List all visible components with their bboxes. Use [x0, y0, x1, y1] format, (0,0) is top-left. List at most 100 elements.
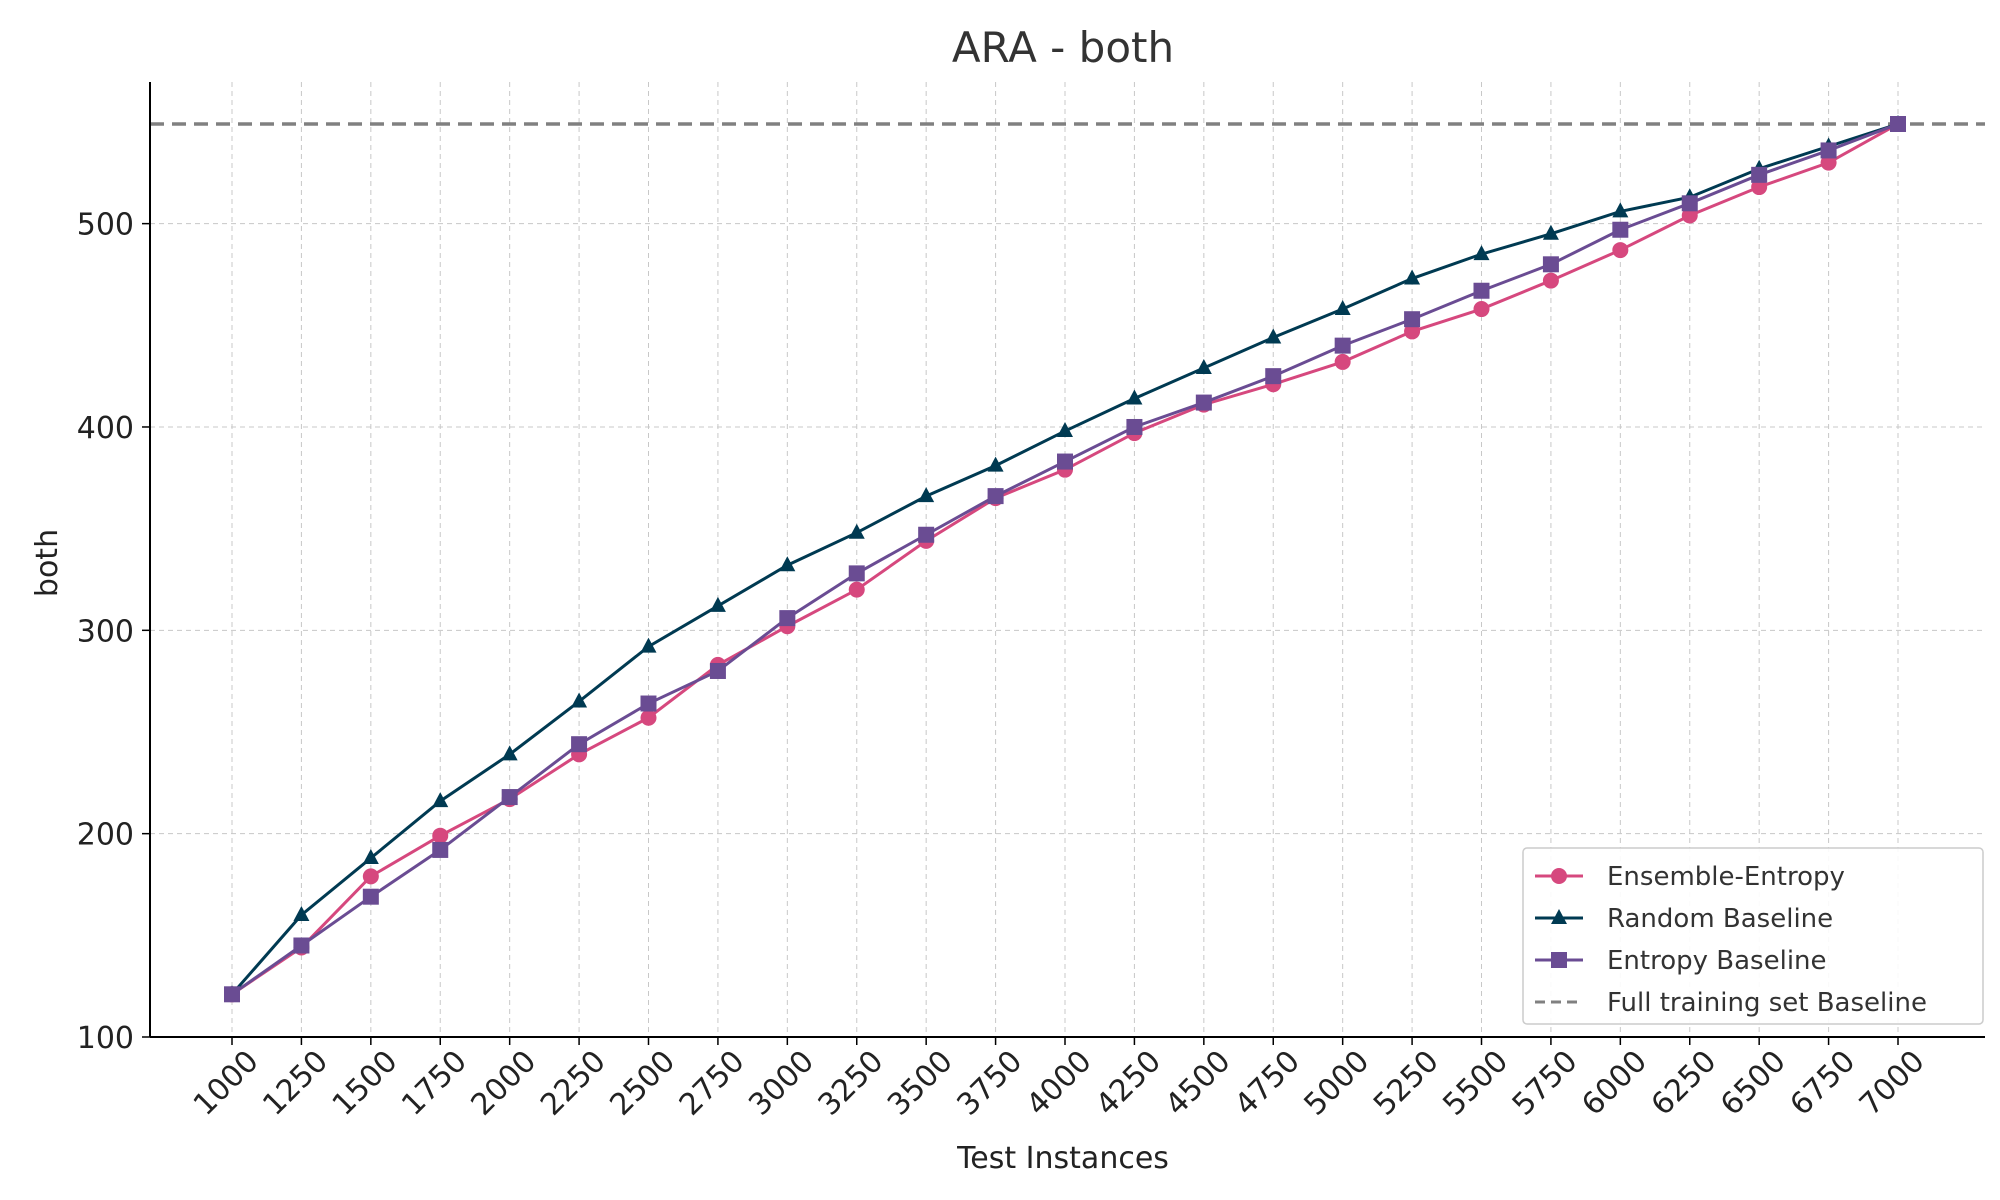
data-point	[571, 692, 588, 708]
series-entropy-baseline	[224, 116, 1906, 1003]
data-point	[1404, 269, 1421, 285]
x-tick-label: 5000	[1298, 1044, 1377, 1123]
data-point	[918, 526, 935, 543]
x-tick-label: 3000	[742, 1044, 821, 1123]
data-point	[571, 736, 588, 753]
data-point	[640, 709, 657, 726]
x-axis-label: Test Instances	[956, 1141, 1169, 1176]
data-point	[1612, 242, 1629, 259]
data-point	[1334, 353, 1351, 370]
data-point	[1820, 142, 1837, 159]
chart-title: ARA - both	[952, 23, 1174, 72]
data-point	[1057, 422, 1073, 438]
legend-marker	[1551, 952, 1567, 968]
data-point	[918, 487, 935, 503]
x-tick-label: 6250	[1645, 1044, 1724, 1123]
y-tick-label: 400	[77, 411, 134, 446]
x-tick-label: 4500	[1159, 1044, 1238, 1123]
axes	[149, 82, 1985, 1038]
data-point	[1195, 359, 1212, 375]
x-tick-label: 3250	[812, 1044, 891, 1123]
data-point	[1473, 301, 1490, 318]
data-point	[1681, 207, 1698, 224]
data-point	[432, 841, 449, 858]
y-tick-label: 500	[77, 208, 134, 243]
legend-entry: Random Baseline	[1535, 904, 1833, 934]
data-point	[362, 868, 379, 885]
x-tick-label: 1250	[256, 1044, 335, 1123]
x-tick-label: 2750	[673, 1044, 752, 1123]
data-point	[1542, 272, 1559, 289]
legend-label: Entropy Baseline	[1607, 946, 1827, 976]
legend: Ensemble-Entropy Random Baseline Entropy B…	[1522, 847, 1984, 1025]
x-tick-label: 1000	[187, 1044, 266, 1123]
x-tick-label: 2500	[603, 1044, 682, 1123]
data-point	[1612, 221, 1629, 238]
data-point	[1473, 245, 1490, 261]
x-tick-label: 6750	[1783, 1044, 1862, 1123]
x-tick-label: 1500	[326, 1044, 405, 1123]
data-point	[501, 789, 518, 806]
data-point	[293, 905, 310, 921]
legend-label: Random Baseline	[1607, 904, 1833, 934]
legend-entry: Entropy Baseline	[1535, 946, 1827, 976]
data-point	[362, 849, 379, 865]
data-point	[709, 662, 726, 679]
data-point	[1404, 311, 1421, 328]
x-tick-label: 6000	[1575, 1044, 1654, 1123]
series-layer	[224, 115, 1906, 1003]
data-point	[1265, 328, 1282, 344]
x-tick-label: 6500	[1714, 1044, 1793, 1123]
legend-label: Ensemble-Entropy	[1607, 862, 1845, 892]
data-point	[1195, 394, 1212, 411]
data-point	[848, 523, 865, 539]
data-point	[293, 937, 310, 954]
x-tick-label: 4750	[1228, 1044, 1307, 1123]
data-point	[1334, 337, 1351, 354]
data-point	[987, 456, 1004, 472]
data-point	[640, 637, 657, 653]
x-tick-label: 4250	[1089, 1044, 1168, 1123]
y-tick-label: 100	[77, 1021, 134, 1056]
x-tick-label: 2000	[465, 1044, 544, 1123]
data-point	[362, 888, 379, 905]
data-point	[779, 610, 796, 627]
data-point	[779, 556, 796, 572]
data-point	[224, 986, 240, 1003]
x-tick-label: 3500	[881, 1044, 960, 1123]
data-point	[987, 488, 1004, 505]
data-point	[848, 581, 865, 598]
y-tick-label: 200	[77, 818, 134, 853]
x-tick-label: 3750	[950, 1044, 1029, 1123]
x-tick-label: 5500	[1436, 1044, 1515, 1123]
data-point	[1612, 202, 1629, 218]
legend-box	[1522, 847, 1984, 1025]
legend-entry: Full training set Baseline	[1535, 988, 1927, 1018]
y-axis-label: both	[30, 529, 65, 597]
legend-entry: Ensemble-Entropy	[1535, 862, 1845, 892]
x-tick-label: 5750	[1506, 1044, 1585, 1123]
data-point	[1820, 154, 1837, 171]
data-point	[432, 792, 449, 808]
data-point	[1890, 116, 1906, 132]
data-point	[1126, 389, 1143, 405]
data-point	[848, 565, 865, 582]
data-point	[1126, 418, 1143, 435]
data-point	[1751, 179, 1768, 196]
y-tick-label: 300	[77, 614, 134, 649]
x-tick-label: 7000	[1853, 1044, 1932, 1123]
data-point	[1681, 195, 1698, 212]
x-tick-label: 1750	[395, 1044, 474, 1123]
data-point	[1473, 282, 1490, 299]
data-point	[1751, 166, 1768, 183]
data-point	[1404, 323, 1421, 340]
data-point	[1057, 453, 1073, 470]
legend-label: Full training set Baseline	[1607, 988, 1927, 1018]
data-point	[501, 745, 518, 761]
legend-marker	[1551, 868, 1567, 884]
data-point	[1542, 224, 1559, 240]
data-point	[709, 596, 726, 612]
data-point	[640, 695, 657, 712]
x-tick-label: 5250	[1367, 1044, 1446, 1123]
